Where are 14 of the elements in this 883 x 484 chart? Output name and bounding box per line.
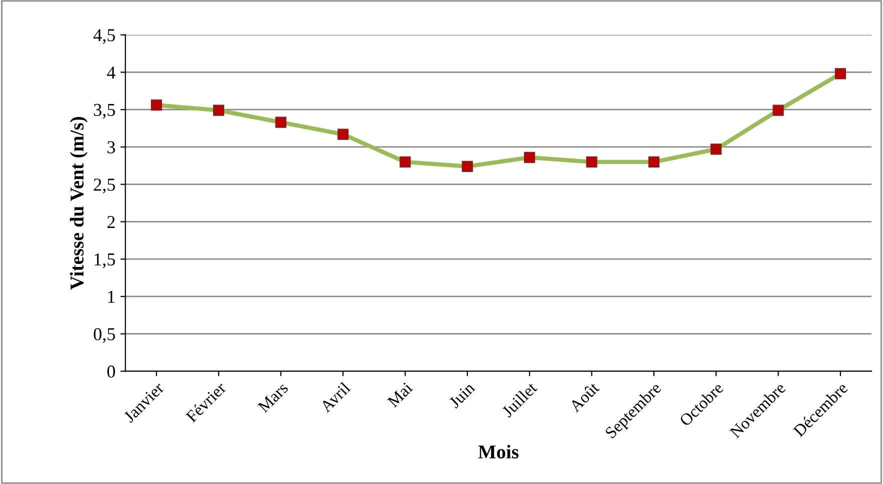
x-tick-label: Juin — [448, 382, 476, 409]
y-tick-label: 0 — [107, 365, 115, 378]
y-tick-label: 2,5 — [94, 178, 115, 194]
y-tick-label: 1 — [108, 290, 115, 303]
y-tick-label: 4 — [106, 66, 116, 78]
y-tick-label: 4,5 — [93, 29, 115, 44]
x-axis-title: Mois — [478, 444, 518, 458]
y-tick-label: 3 — [108, 141, 115, 154]
y-tick-label: 2 — [107, 216, 115, 228]
y-tick-label: 1,5 — [94, 253, 115, 268]
x-tick-label: Mai — [386, 382, 414, 408]
y-axis-title: Vitesse du Vent (m/s) — [70, 117, 88, 290]
y-tick-label: 3,5 — [94, 104, 115, 119]
y-tick-label: 0,5 — [94, 328, 115, 343]
